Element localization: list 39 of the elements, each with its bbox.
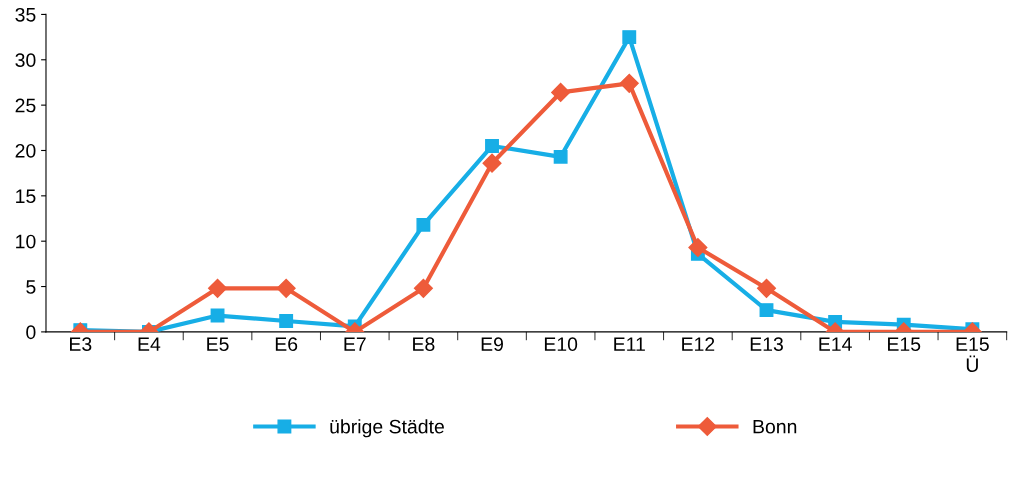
x-tick-label: E7 xyxy=(344,337,366,351)
point xyxy=(688,238,708,258)
x-tick-label: E8 xyxy=(413,337,435,352)
y-tick-label: 10 xyxy=(16,234,36,249)
x-tick-label: E9 xyxy=(481,337,503,352)
point xyxy=(482,153,502,173)
point xyxy=(619,73,639,93)
point xyxy=(553,149,568,164)
y-tick-label: 15 xyxy=(16,189,36,204)
y-tick-label: 0 xyxy=(26,325,36,340)
point xyxy=(622,30,637,45)
x-tick-label: E12 xyxy=(682,337,715,351)
legend-label: Bonn xyxy=(753,419,797,434)
point xyxy=(413,278,433,298)
x-tick-label: E4 xyxy=(138,337,161,351)
x-tick-label: E10 xyxy=(544,337,578,352)
x-tick-label: E11 xyxy=(614,337,645,351)
x-tick-label: E13 xyxy=(750,337,783,352)
y-tick-label: 30 xyxy=(15,53,36,68)
point xyxy=(759,303,774,318)
x-tick-label: E14 xyxy=(819,337,852,351)
x-tick-label: E6 xyxy=(275,337,298,352)
x-tick-label: E5 xyxy=(207,337,229,352)
y-tick-label: 25 xyxy=(15,98,36,113)
y-tick-label: 5 xyxy=(26,280,36,294)
y-tick-label: 20 xyxy=(15,143,36,158)
point xyxy=(551,82,571,102)
point xyxy=(208,278,228,298)
x-tick-label: E15 xyxy=(888,337,921,352)
x-tick-label: E15 Ü xyxy=(956,337,989,372)
point xyxy=(279,314,294,328)
x-tick-label: E3 xyxy=(70,337,92,352)
point xyxy=(210,308,225,323)
y-tick-label: 35 xyxy=(15,7,36,22)
point xyxy=(756,278,777,298)
legend-label: übrige Städte xyxy=(330,419,444,438)
point xyxy=(276,278,296,298)
point xyxy=(416,217,431,232)
point xyxy=(485,139,499,153)
